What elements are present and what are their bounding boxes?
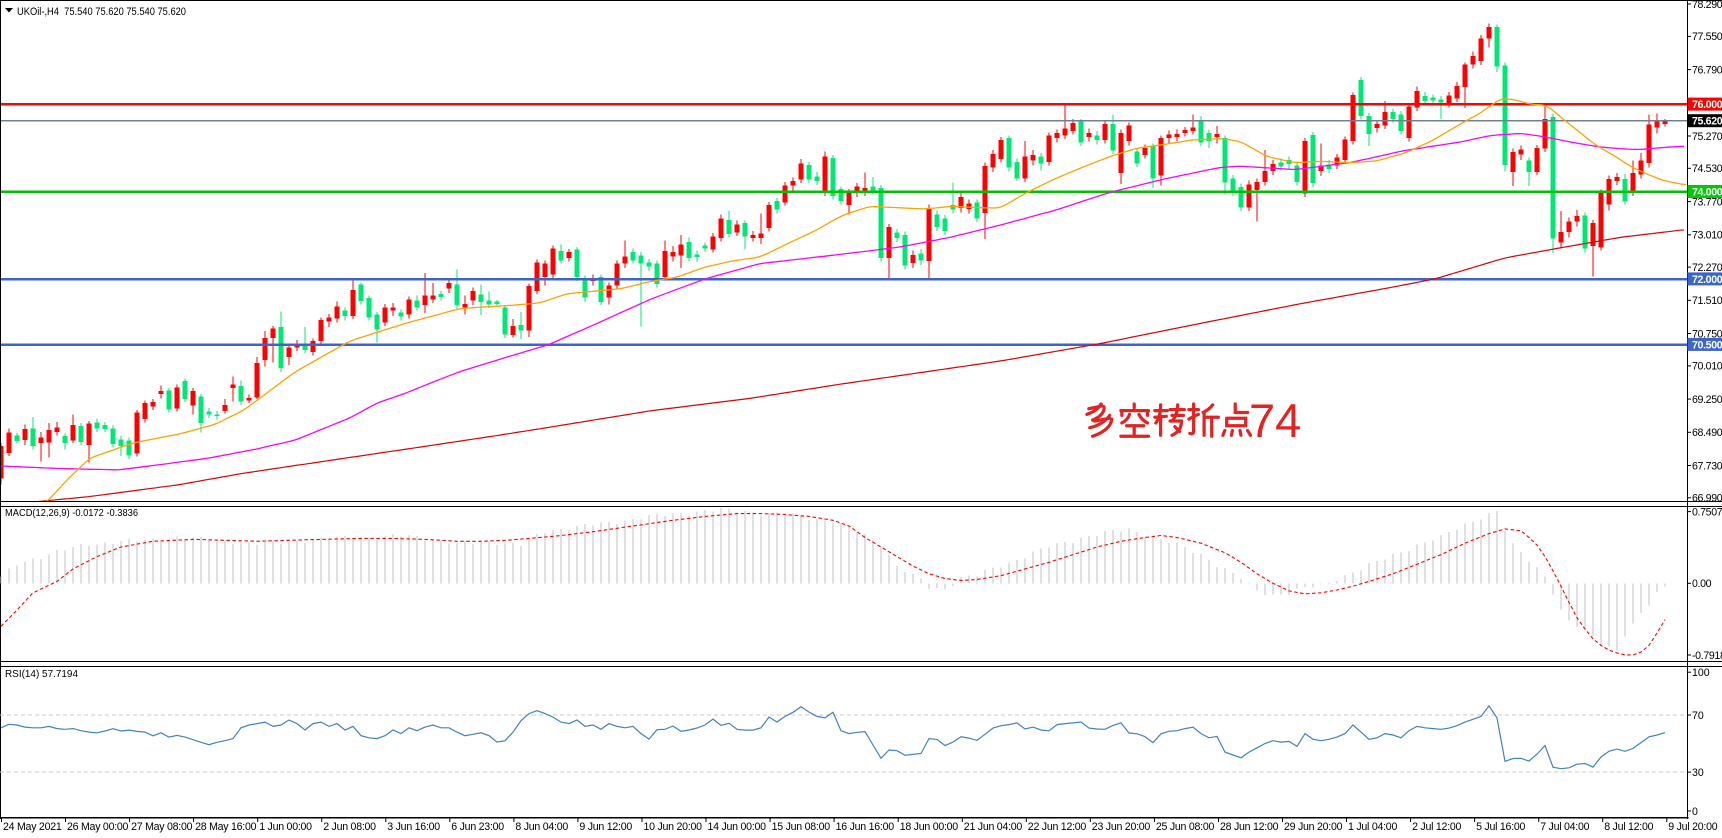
- svg-text:75.620: 75.620: [1692, 116, 1722, 128]
- svg-text:72.270: 72.270: [1692, 262, 1722, 274]
- svg-text:77.550: 77.550: [1692, 31, 1722, 43]
- svg-text:14 Jun 00:00: 14 Jun 00:00: [708, 821, 767, 833]
- svg-text:28 May 16:00: 28 May 16:00: [195, 821, 257, 833]
- svg-text:18 Jun 00:00: 18 Jun 00:00: [900, 821, 959, 833]
- svg-text:29 Jun 20:00: 29 Jun 20:00: [1284, 821, 1343, 833]
- svg-text:3 Jun 16:00: 3 Jun 16:00: [387, 821, 440, 833]
- svg-text:1 Jun 00:00: 1 Jun 00:00: [259, 821, 312, 833]
- svg-text:73.010: 73.010: [1692, 230, 1722, 242]
- svg-text:23 Jun 20:00: 23 Jun 20:00: [1092, 821, 1151, 833]
- svg-text:26 May 00:00: 26 May 00:00: [67, 821, 129, 833]
- svg-text:78.290: 78.290: [1692, 0, 1722, 11]
- svg-text:0: 0: [1692, 806, 1698, 818]
- svg-text:10 Jun 20:00: 10 Jun 20:00: [644, 821, 703, 833]
- svg-text:5 Jul 16:00: 5 Jul 16:00: [1476, 821, 1525, 833]
- svg-text:6 Jun 23:00: 6 Jun 23:00: [451, 821, 504, 833]
- svg-text:16 Jun 16:00: 16 Jun 16:00: [836, 821, 895, 833]
- svg-text:22 Jun 12:00: 22 Jun 12:00: [1028, 821, 1087, 833]
- svg-text:8 Jun 04:00: 8 Jun 04:00: [515, 821, 568, 833]
- svg-text:67.730: 67.730: [1692, 460, 1722, 472]
- svg-text:75.270: 75.270: [1692, 131, 1722, 143]
- svg-text:21 Jun 04:00: 21 Jun 04:00: [964, 821, 1023, 833]
- svg-text:28 Jun 12:00: 28 Jun 12:00: [1220, 821, 1279, 833]
- svg-text:69.250: 69.250: [1692, 394, 1722, 406]
- svg-text:72.000: 72.000: [1692, 274, 1722, 286]
- svg-text:76.790: 76.790: [1692, 64, 1722, 76]
- svg-text:8 Jul 12:00: 8 Jul 12:00: [1604, 821, 1653, 833]
- svg-text:2 Jun 08:00: 2 Jun 08:00: [323, 821, 376, 833]
- svg-text:74: 74: [1249, 394, 1301, 447]
- svg-text:27 May 08:00: 27 May 08:00: [131, 821, 193, 833]
- svg-text:9 Jul 20:00: 9 Jul 20:00: [1668, 821, 1717, 833]
- svg-text:15 Jun 08:00: 15 Jun 08:00: [772, 821, 831, 833]
- svg-text:70: 70: [1692, 710, 1704, 722]
- svg-text:73.770: 73.770: [1692, 196, 1722, 208]
- svg-text:7 Jul 04:00: 7 Jul 04:00: [1540, 821, 1589, 833]
- svg-text:71.510: 71.510: [1692, 295, 1722, 307]
- svg-text:1 Jul 04:00: 1 Jul 04:00: [1348, 821, 1397, 833]
- svg-text:2 Jul 12:00: 2 Jul 12:00: [1412, 821, 1461, 833]
- svg-text:RSI(14) 57.7194: RSI(14) 57.7194: [5, 669, 78, 680]
- svg-text:30: 30: [1692, 767, 1704, 779]
- svg-text:24 May 2021: 24 May 2021: [3, 821, 62, 833]
- svg-text:76.000: 76.000: [1692, 99, 1722, 111]
- svg-text:66.990: 66.990: [1692, 493, 1722, 505]
- svg-text:0.7507: 0.7507: [1692, 506, 1722, 518]
- svg-text:100: 100: [1692, 667, 1710, 679]
- svg-text:MACD(12,26,9) -0.0172 -0.3836: MACD(12,26,9) -0.0172 -0.3836: [5, 508, 138, 519]
- svg-text:9 Jun 12:00: 9 Jun 12:00: [579, 821, 632, 833]
- svg-text:UKOil-,H4 75.540 75.620 75.54: UKOil-,H4 75.540 75.620 75.540 75.620: [17, 6, 186, 18]
- svg-text:-0.7918: -0.7918: [1692, 650, 1722, 662]
- svg-text:70.010: 70.010: [1692, 361, 1722, 373]
- svg-text:25 Jun 08:00: 25 Jun 08:00: [1156, 821, 1215, 833]
- svg-text:74.530: 74.530: [1692, 163, 1722, 175]
- svg-text:0.00: 0.00: [1692, 578, 1712, 590]
- svg-text:70.750: 70.750: [1692, 328, 1722, 340]
- svg-text:70.500: 70.500: [1692, 339, 1722, 351]
- svg-text:68.490: 68.490: [1692, 427, 1722, 439]
- svg-text:74.000: 74.000: [1692, 187, 1722, 199]
